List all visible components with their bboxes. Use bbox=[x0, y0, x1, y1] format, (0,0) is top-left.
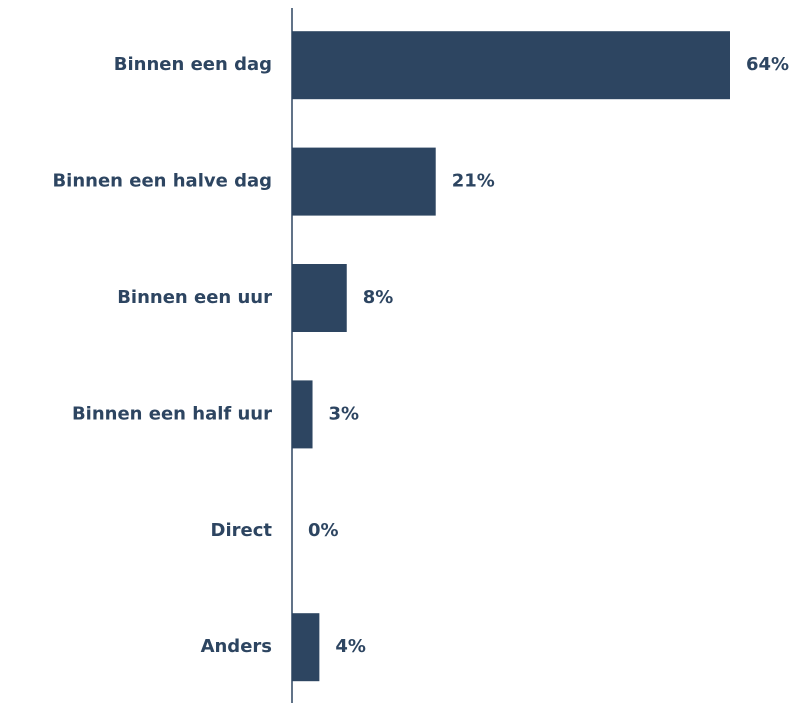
category-label: Direct bbox=[211, 520, 273, 541]
category-label: Binnen een uur bbox=[117, 287, 272, 308]
category-label: Anders bbox=[201, 636, 272, 657]
bar bbox=[292, 380, 313, 449]
bar bbox=[292, 31, 730, 100]
category-label: Binnen een halve dag bbox=[52, 171, 272, 192]
bar bbox=[292, 264, 347, 332]
data-label: 64% bbox=[746, 54, 789, 75]
data-label: 0% bbox=[308, 520, 339, 541]
data-label: 8% bbox=[363, 287, 394, 308]
data-label: 4% bbox=[335, 636, 366, 657]
category-label: Binnen een half uur bbox=[72, 403, 272, 424]
category-label: Binnen een dag bbox=[114, 54, 272, 75]
bar bbox=[292, 613, 320, 682]
bar bbox=[292, 147, 436, 216]
data-label: 21% bbox=[452, 171, 495, 192]
data-label: 3% bbox=[329, 403, 360, 424]
